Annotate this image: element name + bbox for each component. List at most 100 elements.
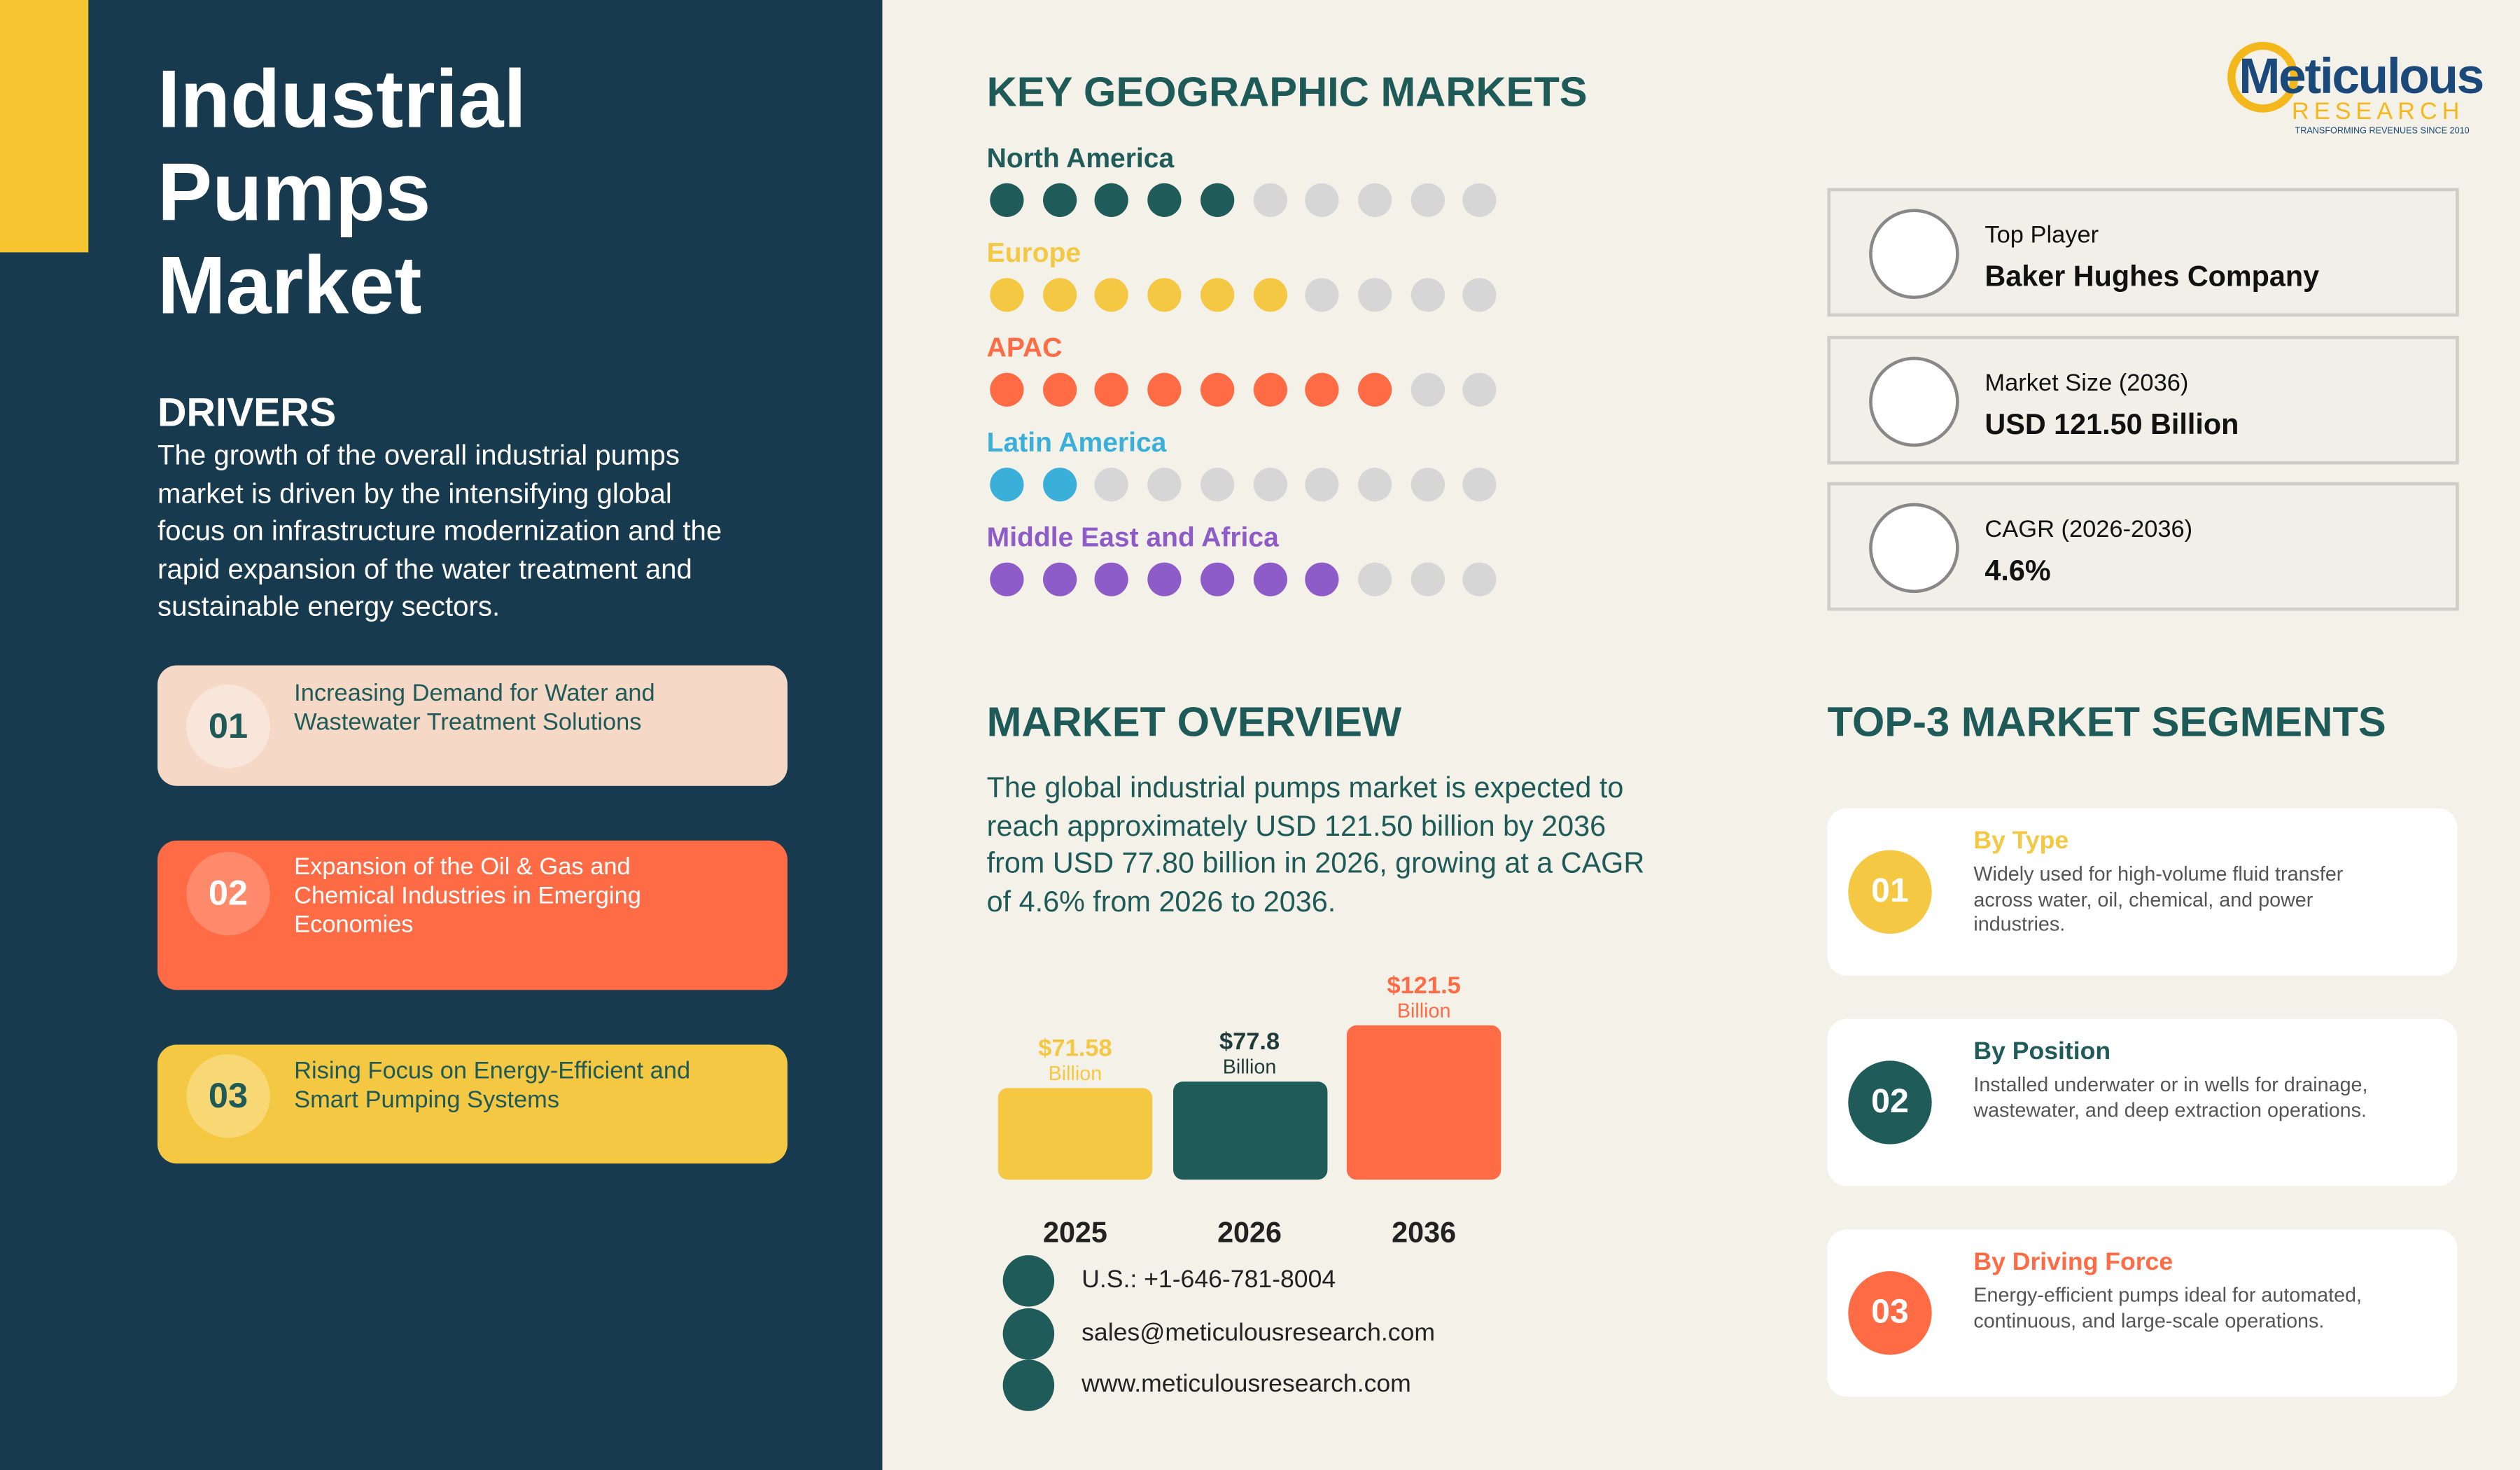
logo-name: Meticulous <box>2239 48 2484 105</box>
dot-row <box>990 278 1520 312</box>
driver-card: 01 Increasing Demand for Water and Waste… <box>157 665 788 786</box>
stat-icon <box>1869 209 1959 300</box>
filled-dot <box>1200 183 1234 217</box>
bar <box>997 1088 1153 1180</box>
empty-dot <box>1462 278 1497 312</box>
unit-label: Billion <box>1048 1063 1102 1086</box>
dot-row <box>990 372 1520 407</box>
x-label: 2026 <box>1217 1216 1282 1249</box>
filled-dot <box>1252 562 1287 596</box>
filled-dot <box>1147 372 1182 407</box>
contact-phone: U.S.: +1-646-781-8004 <box>1082 1266 1336 1294</box>
stat-card: Market Size (2036) USD 121.50 Billion <box>1827 335 2459 465</box>
empty-dot <box>1410 278 1445 312</box>
filled-dot <box>1357 372 1392 407</box>
driver-number: 03 <box>186 1054 270 1138</box>
empty-dot <box>1357 468 1392 502</box>
filled-dot <box>1095 372 1129 407</box>
segment-card: 01 By Type Widely used for high-volume flu… <box>1827 808 2458 976</box>
x-label: 2025 <box>1042 1216 1107 1249</box>
empty-dot <box>1357 183 1392 217</box>
segment-number: 03 <box>1848 1271 1932 1355</box>
empty-dot <box>1462 372 1497 407</box>
geo-heading: KEY GEOGRAPHIC MARKETS <box>986 67 1588 116</box>
filled-dot <box>1042 468 1077 502</box>
stat-icon <box>1869 503 1959 594</box>
filled-dot <box>1200 562 1234 596</box>
filled-dot <box>990 562 1024 596</box>
empty-dot <box>1357 278 1392 312</box>
empty-dot <box>1462 562 1497 596</box>
region-name: North America <box>986 143 1175 174</box>
filled-dot <box>990 468 1024 502</box>
title: Industrial Pumps Market <box>157 52 526 331</box>
stat-value: Baker Hughes Company <box>1984 260 2320 293</box>
logo: Meticulous RESEARCH TRANSFORMING REVENUE… <box>2227 38 2484 151</box>
driver-text: Expansion of the Oil & Gas and Chemical … <box>294 853 641 939</box>
stat-card: Top Player Baker Hughes Company <box>1827 188 2459 317</box>
stat-value: 4.6% <box>1984 554 2051 587</box>
empty-dot <box>1410 468 1445 502</box>
filled-dot <box>1200 278 1234 312</box>
segment-card: 02 By Position Installed underwater or in … <box>1827 1018 2458 1186</box>
region-name: Europe <box>986 237 1082 269</box>
stat-label: Top Player <box>1984 221 2099 249</box>
unit-label: Billion <box>1222 1055 1277 1078</box>
region-name: Latin America <box>986 427 1167 458</box>
empty-dot <box>1252 468 1287 502</box>
drivers-heading: DRIVERS <box>157 390 337 436</box>
filled-dot <box>1252 372 1287 407</box>
empty-dot <box>1200 468 1234 502</box>
segment-title: By Position <box>1973 1038 2111 1066</box>
stat-value: USD 121.50 Billion <box>1984 408 2239 441</box>
x-label: 2036 <box>1392 1216 1457 1249</box>
filled-dot <box>1095 278 1129 312</box>
driver-number: 01 <box>186 685 270 769</box>
empty-dot <box>1462 468 1497 502</box>
stat-label: CAGR (2026-2036) <box>1984 515 2193 544</box>
overview-heading: MARKET OVERVIEW <box>986 697 1402 746</box>
segment-number: 02 <box>1848 1060 1932 1144</box>
phone-icon <box>1002 1255 1055 1307</box>
filled-dot <box>1147 562 1182 596</box>
driver-number: 02 <box>186 851 270 936</box>
empty-dot <box>1410 372 1445 407</box>
empty-dot <box>1305 468 1339 502</box>
empty-dot <box>1410 183 1445 217</box>
value-label: $121.5 <box>1387 972 1461 1000</box>
driver-card: 02 Expansion of the Oil & Gas and Chemic… <box>157 840 788 990</box>
bar <box>1172 1081 1327 1180</box>
filled-dot <box>1095 183 1129 217</box>
driver-text: Increasing Demand for Water and Wastewat… <box>294 680 655 736</box>
overview-text: The global industrial pumps market is ex… <box>986 771 1645 917</box>
filled-dot <box>1042 183 1077 217</box>
empty-dot <box>1305 278 1339 312</box>
stat-card: CAGR (2026-2036) 4.6% <box>1827 482 2459 611</box>
empty-dot <box>1147 468 1182 502</box>
filled-dot <box>1252 278 1287 312</box>
empty-dot <box>1095 468 1129 502</box>
email-icon <box>1002 1308 1055 1360</box>
segment-text: Installed underwater or in wells for dra… <box>1973 1073 2368 1121</box>
driver-text: Rising Focus on Energy-Efficient and Sma… <box>294 1057 691 1114</box>
filled-dot <box>1147 278 1182 312</box>
filled-dot <box>1200 372 1234 407</box>
stat-label: Market Size (2036) <box>1984 370 2189 398</box>
empty-dot <box>1462 183 1497 217</box>
filled-dot <box>990 183 1024 217</box>
empty-dot <box>1305 183 1339 217</box>
filled-dot <box>1042 562 1077 596</box>
dot-row <box>990 183 1520 217</box>
filled-dot <box>1042 278 1077 312</box>
filled-dot <box>1095 562 1129 596</box>
segment-title: By Driving Force <box>1973 1248 2174 1276</box>
contact-email: sales@meticulousresearch.com <box>1082 1319 1436 1347</box>
contact-web: www.meticulousresearch.com <box>1082 1371 1411 1399</box>
empty-dot <box>1357 562 1392 596</box>
web-icon <box>1002 1359 1055 1411</box>
filled-dot <box>990 372 1024 407</box>
segments-heading: TOP-3 MARKET SEGMENTS <box>1827 697 2386 746</box>
dot-row <box>990 562 1520 596</box>
filled-dot <box>1147 183 1182 217</box>
